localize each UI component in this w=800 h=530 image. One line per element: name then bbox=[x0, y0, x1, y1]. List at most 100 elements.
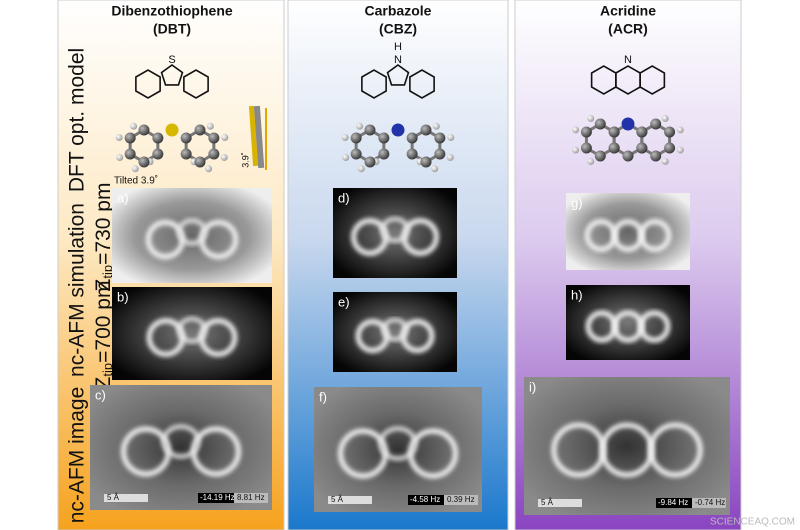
scale-bar bbox=[538, 499, 582, 507]
afm-ring bbox=[381, 318, 409, 342]
skeletal-ring bbox=[361, 69, 387, 99]
skeletal-ring bbox=[639, 65, 666, 95]
column-title: Acridine bbox=[600, 3, 656, 19]
panel-label: h) bbox=[571, 287, 583, 302]
heteroatom-ball bbox=[165, 123, 179, 137]
row-label: DFT opt. model bbox=[66, 48, 89, 192]
c-atom bbox=[194, 156, 206, 168]
h-atom bbox=[130, 122, 138, 130]
afm-image bbox=[566, 285, 690, 360]
panel-label: e) bbox=[338, 294, 350, 309]
afm-ring bbox=[176, 316, 208, 344]
heteroatom: N bbox=[394, 54, 402, 66]
skeletal-ring bbox=[409, 69, 435, 99]
h-atom bbox=[446, 153, 454, 161]
hydrogen: H bbox=[394, 41, 402, 53]
c-atom bbox=[608, 142, 620, 154]
c-atom bbox=[406, 132, 418, 144]
c-atom bbox=[594, 150, 606, 162]
c-atom bbox=[138, 124, 150, 136]
heteroatom-ball bbox=[391, 123, 405, 137]
color-max bbox=[692, 498, 726, 508]
color-min bbox=[408, 495, 444, 505]
h-atom bbox=[432, 122, 440, 130]
h-atom bbox=[447, 133, 455, 141]
color-min-label: -9.84 Hz bbox=[658, 498, 688, 507]
skeletal-ring bbox=[183, 69, 209, 99]
afm-ring bbox=[638, 219, 672, 252]
panel-label: d) bbox=[338, 190, 350, 205]
color-min-label: -14.19 Hz bbox=[200, 493, 235, 502]
heteroatom: N bbox=[624, 54, 632, 66]
afm-image bbox=[524, 377, 730, 515]
h-atom bbox=[341, 133, 349, 141]
color-max-label: -0.74 Hz bbox=[695, 498, 725, 507]
c-atom bbox=[664, 126, 676, 138]
c-atom bbox=[594, 118, 606, 130]
h-atom bbox=[572, 146, 580, 154]
c-atom bbox=[580, 142, 592, 154]
h-atom bbox=[342, 153, 350, 161]
h-atom bbox=[356, 122, 364, 130]
panel-label: i) bbox=[529, 379, 536, 394]
c-atom bbox=[350, 148, 362, 160]
column-abbr: (CBZ) bbox=[379, 21, 417, 37]
c-atom bbox=[650, 150, 662, 162]
h-atom bbox=[220, 153, 228, 161]
h-atom bbox=[357, 165, 365, 173]
scale-length: 5 Å bbox=[107, 493, 120, 502]
h-atom bbox=[587, 158, 595, 166]
tip-subscript: tip bbox=[100, 363, 115, 377]
color-min bbox=[656, 498, 692, 508]
color-max-label: 0.39 Hz bbox=[447, 495, 475, 504]
h-atom bbox=[431, 165, 439, 173]
tip-value: =700 pm bbox=[92, 281, 115, 363]
watermark: SCIENCEAQ.COM bbox=[710, 517, 795, 528]
c-atom bbox=[124, 148, 136, 160]
tilt-caption: Tilted 3.9˚ bbox=[114, 175, 158, 187]
c-atom bbox=[434, 132, 446, 144]
h-atom bbox=[572, 126, 580, 134]
column-title: Dibenzothiophene bbox=[111, 3, 233, 19]
h-atom bbox=[206, 122, 214, 130]
heteroatom: S bbox=[168, 54, 175, 66]
panel-label: b) bbox=[117, 289, 129, 304]
afm-image bbox=[112, 287, 272, 380]
h-atom bbox=[587, 114, 595, 122]
h-atom bbox=[676, 146, 684, 154]
c-atom bbox=[138, 156, 150, 168]
c-atom bbox=[580, 126, 592, 138]
afm-image bbox=[566, 193, 690, 270]
h-atom bbox=[116, 153, 124, 161]
color-max-label: 8.81 Hz bbox=[237, 493, 265, 502]
row-label: nc-AFM image bbox=[66, 387, 89, 524]
afm-ring bbox=[176, 218, 208, 246]
column-abbr: (ACR) bbox=[608, 21, 648, 37]
afm-image bbox=[112, 188, 272, 283]
column-abbr: (DBT) bbox=[153, 21, 191, 37]
afm-ring bbox=[378, 426, 418, 461]
panel-label: c) bbox=[95, 387, 106, 402]
h-atom bbox=[661, 158, 669, 166]
h-atom bbox=[205, 165, 213, 173]
side-view bbox=[248, 105, 259, 167]
side-view bbox=[253, 105, 265, 169]
c-atom bbox=[608, 126, 620, 138]
tip-symbol: Z bbox=[92, 278, 115, 291]
skeletal-ring bbox=[135, 69, 161, 99]
c-atom bbox=[636, 142, 648, 154]
c-atom bbox=[180, 148, 192, 160]
color-min-label: -4.58 Hz bbox=[410, 495, 440, 504]
c-atom bbox=[664, 142, 676, 154]
c-atom bbox=[434, 148, 446, 160]
c-atom bbox=[152, 148, 164, 160]
c-atom bbox=[378, 148, 390, 160]
afm-ring bbox=[161, 424, 201, 459]
heteroatom-ball bbox=[621, 117, 635, 131]
afm-image bbox=[333, 292, 457, 372]
h-atom bbox=[661, 114, 669, 122]
panel-label: f) bbox=[319, 389, 327, 404]
scale-length: 5 Å bbox=[541, 498, 554, 507]
c-atom bbox=[208, 132, 220, 144]
